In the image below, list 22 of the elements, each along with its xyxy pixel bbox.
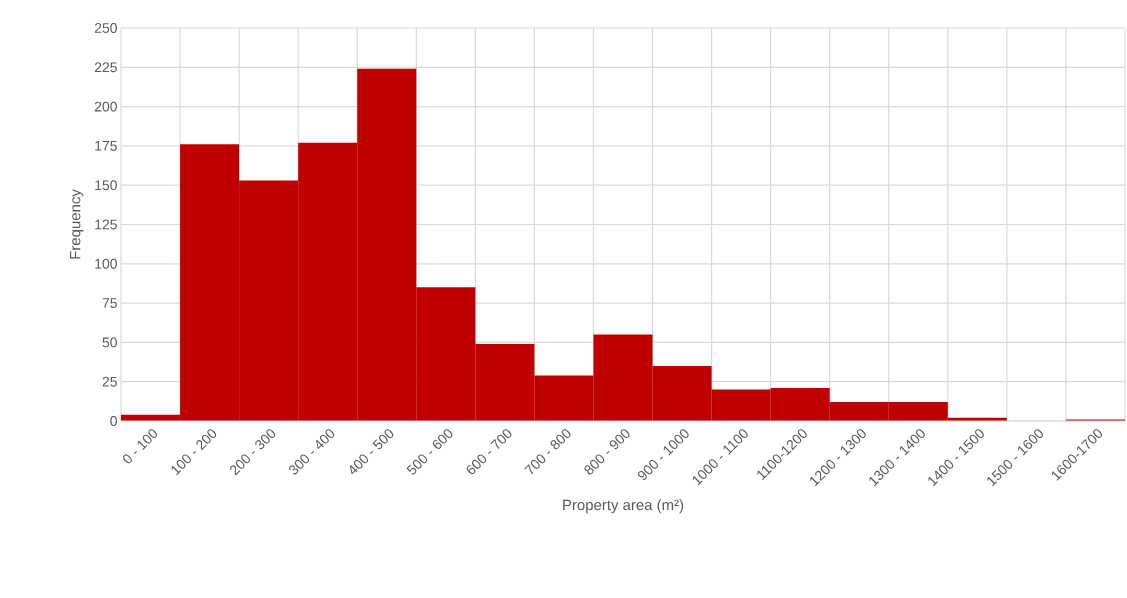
x-tick-label: 700 - 800 [524, 429, 571, 475]
y-tick-label: 175 [95, 141, 117, 151]
x-tick-label: 800 - 900 [584, 429, 630, 475]
x-tick-label: 500 - 600 [406, 429, 453, 475]
y-tick-label: 50 [102, 337, 117, 348]
y-tick-label: 25 [102, 376, 117, 387]
y-tick-label: 75 [102, 298, 117, 308]
y-tick-label: 100 [95, 258, 117, 269]
x-axis-title: Property area (m²) [563, 499, 684, 514]
y-tick-label: 250 [94, 23, 117, 33]
x-tick-label: 600 - 700 [466, 429, 512, 475]
x-tick-label: 100 - 200 [171, 429, 217, 476]
x-tick-label: 200 - 300 [230, 429, 276, 476]
x-tick-label: 0 - 100 [123, 429, 158, 464]
y-tick-label: 0 [110, 416, 117, 426]
y-tick-label: 225 [94, 62, 117, 73]
x-tick-label: 300 - 400 [289, 429, 335, 475]
y-tick-label: 125 [95, 219, 117, 230]
y-axis-title: Frequency [70, 189, 84, 259]
y-tick-label: 200 [94, 101, 117, 112]
x-tick-label: 400 - 500 [349, 429, 394, 475]
y-tick-label: 150 [95, 180, 117, 191]
